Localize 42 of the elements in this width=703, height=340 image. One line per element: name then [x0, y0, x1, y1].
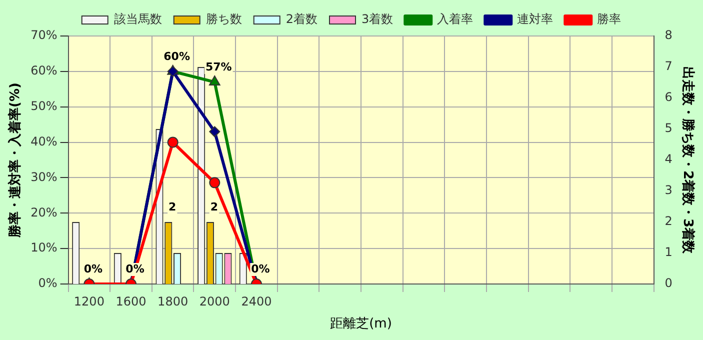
y-tick-label: 70%: [30, 28, 58, 42]
data-label: 2: [210, 200, 218, 214]
y2-tick-label: 6: [664, 90, 672, 104]
x-tick-label: 1600: [116, 294, 146, 308]
y-tick-label: 50%: [30, 98, 58, 113]
data-label: 0%: [84, 262, 103, 276]
y-tick-label: 60%: [30, 64, 58, 78]
legend-label: 勝率: [597, 12, 622, 26]
y2-tick-label: 7: [664, 59, 672, 74]
x-tick-label: 1800: [158, 294, 188, 308]
y2-tick-label: 0: [664, 276, 672, 290]
y2-tick-label: 3: [664, 183, 672, 198]
y-tick-label: 40%: [30, 134, 58, 148]
x-tick-label: 2400: [241, 294, 272, 308]
point: [167, 136, 178, 148]
x-tick-label: 2000: [199, 294, 230, 308]
legend-label: 該当馬数: [114, 12, 162, 26]
legend-label: 2着数: [286, 12, 318, 26]
legend-label: 3着数: [362, 12, 394, 26]
data-label: 0%: [126, 262, 144, 276]
data-label: 60%: [164, 50, 190, 63]
y2-axis-title: 出走数・勝ち数・2着数・3着数: [680, 66, 696, 255]
y-axis-title: 勝率・連対率・入着率(%): [7, 82, 24, 238]
data-label: 0%: [251, 262, 270, 276]
y-tick-label: 0%: [38, 276, 58, 290]
x-tick-label: 1200: [74, 294, 104, 308]
y2-tick-label: 5: [664, 121, 672, 136]
data-label: 57%: [205, 60, 232, 74]
y-tick-label: 20%: [30, 205, 58, 220]
x-axis-title: 距離芝(m): [330, 316, 392, 332]
y2-tick-label: 1: [664, 245, 672, 260]
y-tick-label: 30%: [30, 170, 58, 184]
legend-label: 連対率: [517, 12, 554, 26]
point: [209, 177, 220, 188]
y2-tick-label: 2: [664, 214, 672, 228]
point: [209, 126, 220, 138]
legend-label: 勝ち数: [206, 12, 242, 26]
y2-tick-label: 8: [664, 28, 672, 42]
legend-label: 入着率: [437, 12, 474, 26]
y-tick-label: 10%: [30, 240, 58, 255]
y2-tick-label: 4: [664, 152, 672, 166]
data-label: 2: [168, 200, 176, 214]
